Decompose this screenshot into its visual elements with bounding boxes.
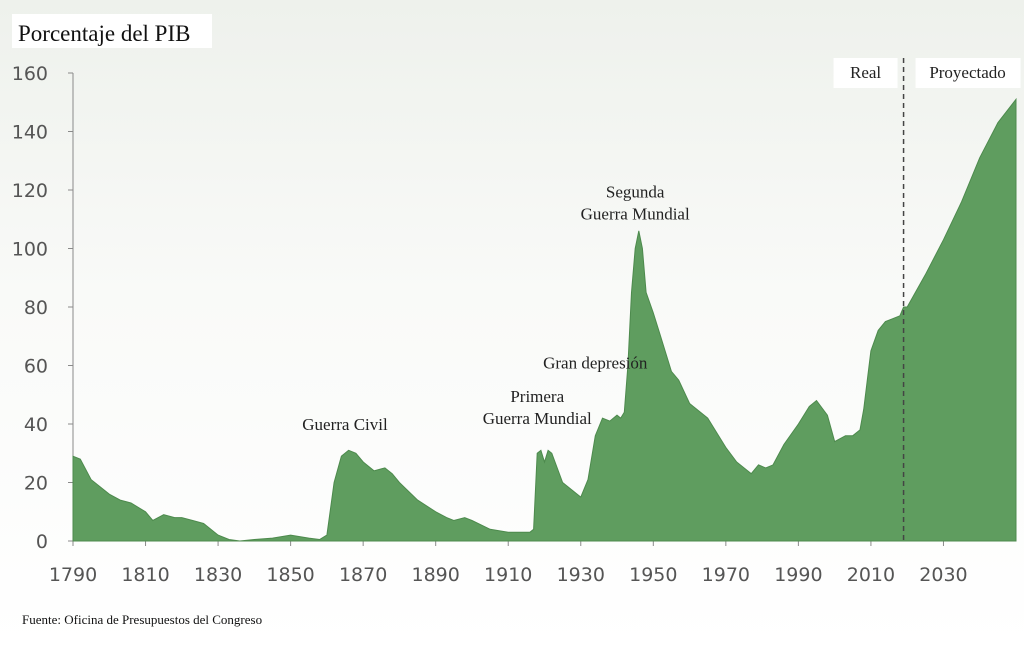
x-tick-label: 1830 xyxy=(194,564,242,586)
y-axis: 0 20 40 60 80 100 120 140 160 xyxy=(12,63,74,553)
annotation-label: Guerra Mundial xyxy=(483,409,592,428)
annotation-label: Segunda xyxy=(606,182,665,201)
x-tick-label: 1790 xyxy=(49,564,97,586)
y-tick-label: 120 xyxy=(12,180,48,202)
divider-right-label: Proyectado xyxy=(929,63,1005,82)
x-tick-label: 1890 xyxy=(412,564,460,586)
y-tick-label: 100 xyxy=(12,239,48,261)
x-tick-label: 1870 xyxy=(339,564,387,586)
annotation-label: Gran depresión xyxy=(543,353,648,372)
y-tick-label: 40 xyxy=(24,414,48,436)
divider-right-label-bg xyxy=(915,58,1021,88)
x-tick-label: 1810 xyxy=(121,564,169,586)
y-tick-label: 20 xyxy=(24,473,48,495)
annotations: Guerra Civil Primera Guerra Mundial Gran de… xyxy=(302,182,690,434)
divider-left-label: Real xyxy=(850,63,881,82)
x-tick-label: 1930 xyxy=(557,564,605,586)
y-tick-label: 60 xyxy=(24,356,48,378)
x-tick-label: 1990 xyxy=(774,564,822,586)
area-series xyxy=(72,97,1017,542)
x-tick-label: 1970 xyxy=(702,564,750,586)
x-tick-label: 1950 xyxy=(629,564,677,586)
title-bg xyxy=(12,14,212,48)
x-axis: 1790 1810 1830 1850 1870 1890 1910 1930 1950 1970… xyxy=(49,540,1016,586)
x-tick-label: 1850 xyxy=(266,564,314,586)
x-tick-label: 2010 xyxy=(847,564,895,586)
x-tick-label: 2030 xyxy=(919,564,967,586)
annotation-label: Guerra Civil xyxy=(302,415,388,434)
debt-area xyxy=(72,97,1017,542)
y-tick-label: 160 xyxy=(12,63,48,85)
source-note: Fuente: Oficina de Presupuestos del Cong… xyxy=(22,612,262,627)
x-tick-label: 1910 xyxy=(484,564,532,586)
annotation-label: Primera xyxy=(510,387,564,406)
y-tick-label: 0 xyxy=(36,531,48,553)
annotation-label: Guerra Mundial xyxy=(581,204,690,223)
divider-left-label-bg xyxy=(833,58,898,88)
y-tick-label: 80 xyxy=(24,297,48,319)
y-axis-unit-label: Porcentaje del PIB xyxy=(18,21,190,46)
y-tick-label: 140 xyxy=(12,122,48,144)
divider: Real Proyectado xyxy=(833,58,1021,541)
